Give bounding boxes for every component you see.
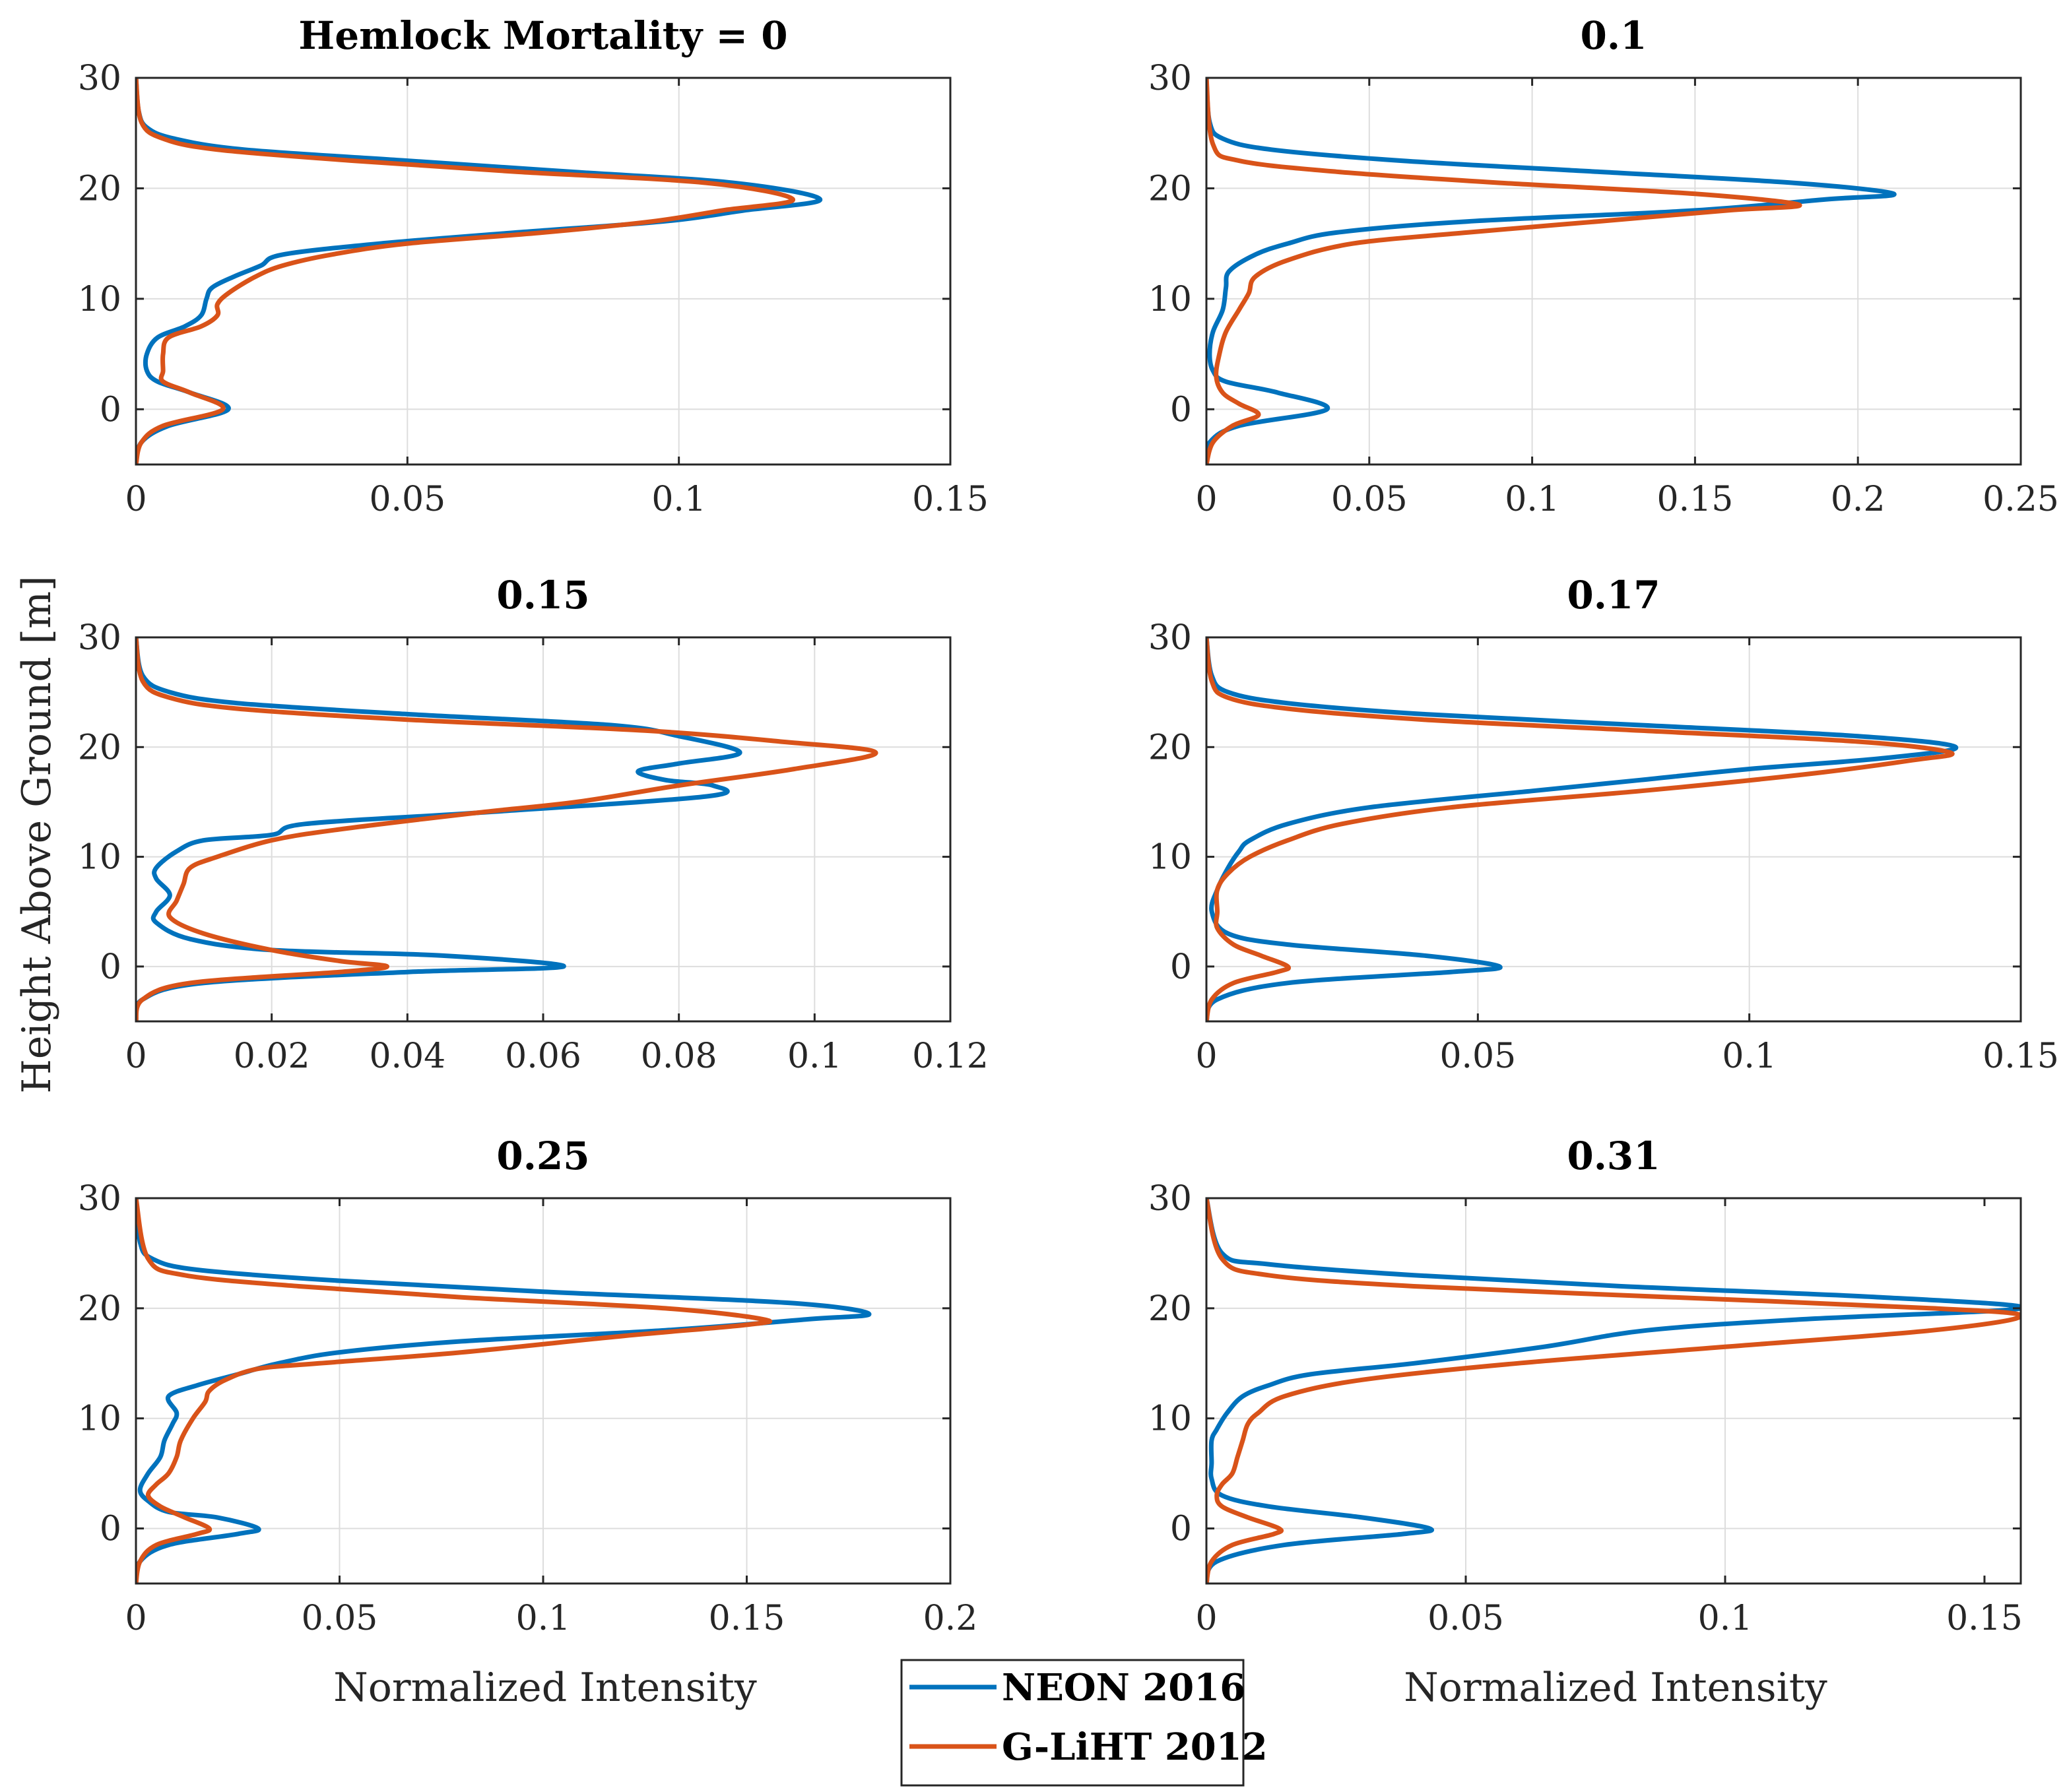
subplot-title: 0.25 (496, 1134, 589, 1178)
y-tick-label: 0 (1170, 1510, 1192, 1549)
x-axis-label-right: Normalized Intensity (1404, 1665, 1827, 1711)
subplot-grid: 0 0.05 0.1 0.15 0 10 20 30 Hemlock Mortality = 0… (78, 13, 2059, 1638)
x-tick-label: 0.15 (1657, 480, 1734, 519)
subplot-2: 0 0.05 0.1 0.15 0.2 0.25 0 10 20 30 0.1 (1148, 13, 2059, 519)
y-tick-label: 0 (1170, 390, 1192, 430)
y-tick-label: 30 (1148, 618, 1192, 658)
series-line-neon (136, 637, 742, 1021)
subplot-title: 0.31 (1567, 1134, 1660, 1178)
y-tick-label: 20 (1148, 728, 1192, 767)
subplot-title: Hemlock Mortality = 0 (298, 13, 787, 58)
x-tick-label: 0 (1195, 1599, 1217, 1638)
series-line-neon (1206, 78, 1897, 464)
x-tick-label: 0.08 (641, 1037, 717, 1076)
series-line-gliht (136, 637, 878, 1021)
axes-box (1205, 636, 2022, 1023)
x-tick-label: 0.25 (1983, 480, 2059, 519)
series-line-neon (136, 78, 823, 464)
x-tick-label: 0.05 (369, 480, 445, 519)
x-tick-label: 0.1 (1722, 1037, 1777, 1076)
x-tick-label: 0.12 (912, 1037, 989, 1076)
x-tick-label: 0.05 (1331, 480, 1408, 519)
subplot-5: 0 0.05 0.1 0.15 0.2 0 10 20 30 0.25 (78, 1134, 978, 1638)
y-tick-label: 30 (1148, 59, 1192, 98)
axes-box (1205, 77, 2022, 466)
y-tick-label: 10 (78, 1399, 121, 1439)
legend: NEON 2016 G-LiHT 2012 (900, 1659, 1268, 1787)
series-line-neon (1206, 637, 1959, 1021)
x-tick-label: 0 (1195, 480, 1217, 519)
x-tick-label: 0.06 (505, 1037, 581, 1076)
x-tick-label: 0.15 (1983, 1037, 2059, 1076)
x-tick-label: 0.05 (1427, 1599, 1504, 1638)
subplot-4: 0 0.05 0.1 0.15 0 10 20 30 0.17 (1148, 573, 2059, 1076)
legend-label-gliht: G-LiHT 2012 (1002, 1725, 1268, 1769)
x-tick-label: 0.1 (1698, 1599, 1753, 1638)
x-tick-label: 0 (125, 480, 147, 519)
x-tick-label: 0.15 (912, 480, 989, 519)
series-line-gliht (136, 78, 795, 464)
x-tick-label: 0.1 (516, 1599, 571, 1638)
y-tick-label: 20 (78, 169, 121, 208)
x-tick-label: 0 (125, 1037, 147, 1076)
x-tick-label: 0.1 (651, 480, 706, 519)
legend-label-neon: NEON 2016 (1002, 1666, 1245, 1710)
y-tick-label: 10 (1148, 1399, 1192, 1439)
y-tick-label: 30 (1148, 1179, 1192, 1219)
series-line-gliht (1206, 637, 1955, 1021)
subplot-title: 0.1 (1581, 13, 1647, 58)
y-tick-label: 0 (100, 1510, 121, 1549)
x-tick-label: 0.02 (234, 1037, 310, 1076)
y-tick-label: 10 (78, 280, 121, 319)
subplot-1: 0 0.05 0.1 0.15 0 10 20 30 Hemlock Mortality = 0 (78, 13, 989, 519)
y-tick-label: 0 (100, 390, 121, 430)
y-tick-label: 10 (78, 838, 121, 878)
y-tick-label: 30 (78, 59, 121, 98)
y-tick-label: 20 (1148, 169, 1192, 208)
subplot-title: 0.15 (496, 573, 589, 618)
x-tick-label: 0.15 (709, 1599, 785, 1638)
x-tick-label: 0 (1195, 1037, 1217, 1076)
x-tick-label: 0.05 (1439, 1037, 1516, 1076)
axes-box (135, 77, 952, 466)
y-tick-label: 20 (1148, 1289, 1192, 1329)
x-tick-label: 0.2 (923, 1599, 978, 1638)
x-axis-label-left: Normalized Intensity (333, 1665, 757, 1711)
x-tick-label: 0.05 (302, 1599, 378, 1638)
series-line-neon (136, 1198, 872, 1584)
x-tick-label: 0.04 (369, 1037, 445, 1076)
series-line-gliht (1206, 78, 1802, 464)
x-tick-label: 0 (125, 1599, 147, 1638)
x-tick-label: 0.15 (1946, 1599, 2023, 1638)
x-tick-label: 0.2 (1831, 480, 1885, 519)
y-tick-label: 30 (78, 618, 121, 658)
y-tick-label: 30 (78, 1179, 121, 1219)
axes-box (1205, 1197, 2022, 1585)
y-axis-label: Height Above Ground [m] (14, 576, 60, 1094)
y-tick-label: 0 (1170, 947, 1192, 987)
y-tick-label: 10 (1148, 838, 1192, 878)
series-line-gliht (136, 1198, 773, 1584)
series-line-gliht (1206, 1198, 2021, 1584)
subplot-6: 0 0.05 0.1 0.15 0 10 20 30 0.31 (1148, 1134, 2023, 1638)
x-tick-label: 0.1 (1505, 480, 1559, 519)
subplot-3: 0 0.02 0.04 0.06 0.08 0.1 0.12 0 10 20 30 0.15 (78, 573, 989, 1076)
series-line-neon (1206, 1198, 2021, 1584)
legend-box (900, 1659, 1245, 1787)
y-tick-label: 20 (78, 1289, 121, 1329)
y-tick-label: 10 (1148, 280, 1192, 319)
y-tick-label: 0 (100, 947, 121, 987)
subplot-title: 0.17 (1567, 573, 1660, 618)
x-tick-label: 0.1 (787, 1037, 842, 1076)
y-tick-label: 20 (78, 728, 121, 767)
